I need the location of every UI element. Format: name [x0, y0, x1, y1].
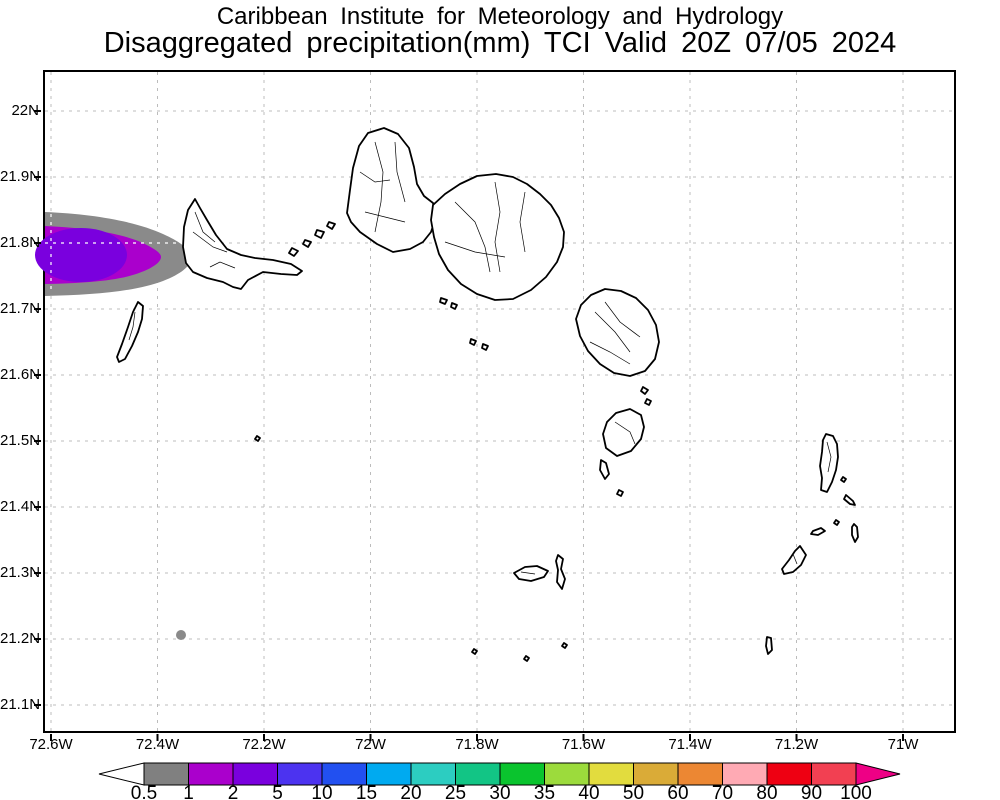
lat-tick-label: 21.3N: [0, 564, 41, 581]
gridline-over-rain: [45, 214, 191, 294]
lat-tick-label: 21.7N: [0, 300, 41, 317]
colorbar-segment: [588, 762, 634, 786]
island-salt-cay: [781, 545, 807, 575]
lon-tick-label: 71.2W: [774, 736, 819, 753]
district-boundaries: [128, 141, 832, 575]
lon-tick-label: 72.2W: [242, 736, 286, 753]
colorbar-segment: [455, 762, 501, 786]
axis-ticks: [34, 110, 904, 741]
colorbar-tick-label: 35: [534, 783, 555, 800]
precip-contour-2mm: [35, 228, 127, 282]
precip-spot-0p5mm: [176, 630, 186, 640]
cay: [326, 221, 336, 230]
lat-tick-label: 21.8N: [0, 234, 41, 251]
cay: [469, 338, 477, 346]
island-grand-turk: [819, 433, 839, 493]
colorbar-tick-label: 80: [756, 783, 777, 800]
cay: [523, 655, 530, 662]
cay: [481, 343, 489, 351]
colorbar-tick-label: 100: [840, 783, 872, 800]
cay: [833, 519, 840, 526]
lat-tick-label: 22N: [11, 102, 39, 119]
cay: [561, 642, 568, 649]
islands: [116, 127, 859, 662]
colorbar-segment: [766, 762, 812, 786]
colorbar-tick-label: 50: [623, 783, 644, 800]
colorbar-tick-label: 90: [801, 783, 822, 800]
cay: [302, 239, 312, 248]
colorbar-tick-label: 40: [578, 783, 599, 800]
colorbar-tick-label: 70: [712, 783, 733, 800]
colorbar-under-arrow: [98, 762, 145, 786]
colorbar-segment: [321, 762, 367, 786]
cay: [644, 398, 652, 406]
colorbar-tick-label: 15: [356, 783, 377, 800]
colorbar-tick-label: 20: [400, 783, 421, 800]
cay: [254, 435, 261, 442]
island-south-caicos: [602, 408, 645, 457]
lon-tick-label: 72.6W: [29, 736, 73, 753]
cay: [450, 302, 458, 310]
lon-tick-label: 71W: [887, 736, 919, 753]
colorbar-tick-label: 25: [445, 783, 466, 800]
island-middle-caicos: [430, 173, 565, 301]
island-little-ambergris-cay: [555, 554, 566, 590]
lat-tick-label: 21.2N: [0, 630, 41, 647]
lat-tick-label: 21.1N: [0, 696, 41, 713]
island-long-cay: [599, 459, 610, 480]
colorbar-tick-label: 1: [183, 783, 194, 800]
colorbar-segment: [232, 762, 278, 786]
colorbar-segment: [410, 762, 456, 786]
cay: [765, 636, 773, 655]
cay: [843, 494, 856, 506]
colorbar-tick-label: 30: [489, 783, 510, 800]
cay: [640, 386, 649, 395]
colorbar-tick-label: 60: [667, 783, 688, 800]
cay: [810, 527, 826, 536]
colorbar-segment: [188, 762, 234, 786]
island-east-caicos: [575, 288, 660, 377]
lat-tick-label: 21.6N: [0, 366, 41, 383]
precipitation-contours: [35, 212, 191, 640]
page-title: Caribbean Institute for Meteorology and …: [216, 3, 784, 30]
colorbar-tick-label: 5: [272, 783, 283, 800]
cay: [840, 476, 847, 483]
colorbar-segment: [811, 762, 857, 786]
colorbar-tick-label: 2: [228, 783, 239, 800]
lat-tick-label: 21.5N: [0, 432, 41, 449]
cay: [471, 648, 478, 655]
map-canvas: [34, 72, 954, 741]
cay: [851, 523, 859, 543]
colorbar-segment: [366, 762, 412, 786]
lon-tick-label: 72.4W: [135, 736, 180, 753]
page-subtitle: Disaggregated precipitation(mm) TCI Vali…: [103, 27, 897, 59]
cay: [439, 297, 448, 305]
lon-tick-label: 72W: [355, 736, 386, 753]
colorbar-segment: [143, 762, 189, 786]
colorbar-tick-label: 0.5: [131, 783, 157, 800]
island-north-caicos: [346, 127, 437, 253]
colorbar-segment: [277, 762, 323, 786]
map-frame: [34, 70, 956, 741]
colorbar-legend: 0.5 1 2 5 10 15 20 25 30 35 40 50 60 70 80 90 100: [98, 762, 901, 800]
colorbar-over-arrow: [855, 762, 901, 786]
colorbar-segment: [722, 762, 768, 786]
colorbar-segment: [499, 762, 545, 786]
colorbar-segment: [633, 762, 679, 786]
lat-tick-label: 21.9N: [0, 168, 41, 185]
lon-tick-label: 71.6W: [561, 736, 606, 753]
island-providenciales: [182, 198, 303, 290]
lon-tick-label: 71.4W: [668, 736, 712, 753]
colorbar-tick-label: 10: [311, 783, 332, 800]
colorbar-segment: [544, 762, 590, 786]
colorbar-segment: [677, 762, 723, 786]
cay: [616, 489, 624, 497]
lon-tick-label: 71.8W: [455, 736, 499, 753]
lat-tick-label: 21.4N: [0, 498, 41, 515]
gridlines: [45, 72, 954, 731]
island-west-caicos: [116, 301, 144, 363]
cay: [314, 229, 325, 239]
cay: [288, 247, 299, 257]
